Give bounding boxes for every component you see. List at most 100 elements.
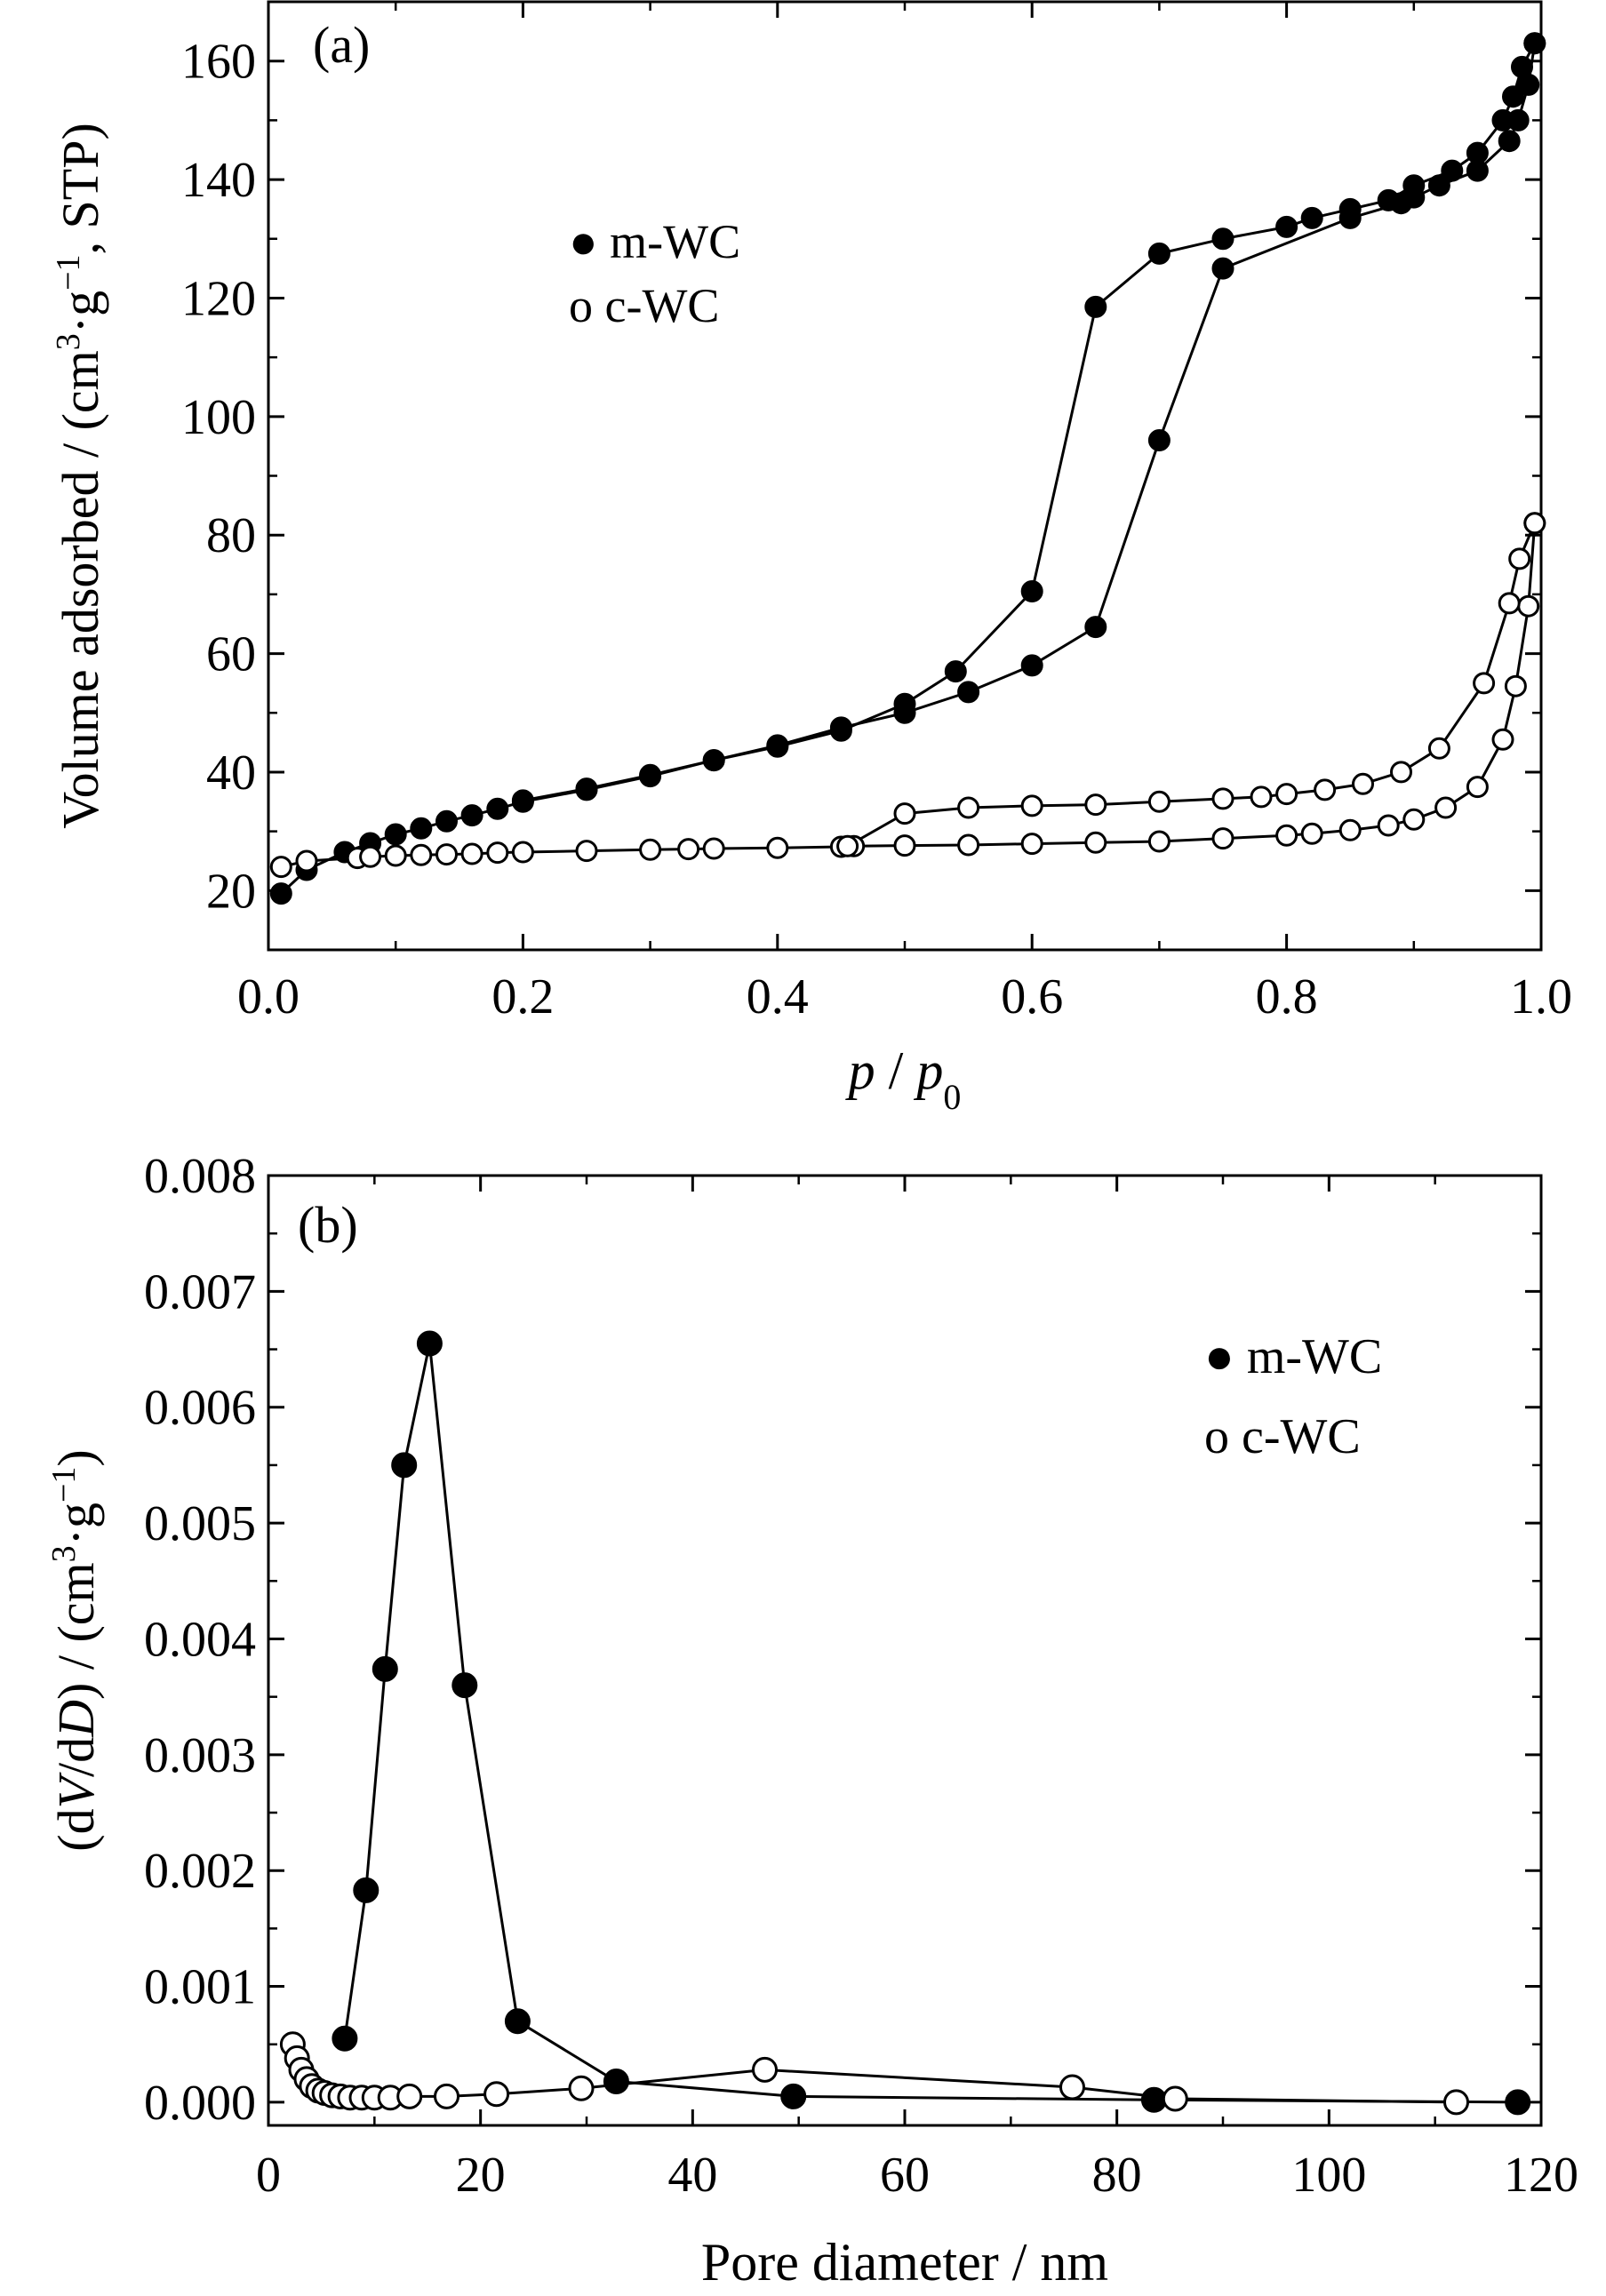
m-wc-point [893, 701, 916, 724]
label-part: p [913, 1041, 943, 1100]
x-tick-label: 120 [1504, 2148, 1578, 2203]
m-wc-point [269, 882, 292, 905]
c-wc-point [1300, 822, 1323, 845]
m-wc-point [780, 2083, 807, 2109]
c-wc-point [1275, 824, 1298, 847]
label-part: /d [47, 1737, 105, 1777]
c-wc-point [766, 836, 789, 859]
label-part: −1 [45, 1467, 83, 1503]
label-part: 3 [45, 1545, 83, 1562]
c-wc-point [1427, 737, 1450, 760]
y-tick-label: 40 [206, 745, 256, 801]
x-tick-label: 0 [256, 2148, 281, 2203]
m-wc-point [416, 1330, 443, 1357]
x-tick-label: 0.2 [491, 969, 554, 1024]
c-wc-point [893, 802, 916, 825]
panel-a-adsorption-isotherm: 0.0 0.2 0.4 0.6 0.8 1.0 20 40 60 80 100 120 140 160 (a… [50, 0, 1572, 1117]
c-wc-point [1402, 808, 1426, 831]
label-part: c-WC [605, 279, 720, 332]
m-wc-point [1020, 580, 1043, 602]
m-wc-point [1502, 85, 1524, 108]
m-wc-point [460, 804, 483, 827]
panel-b-pore-size-distribution: 0 20 40 60 80 100 120 0.000 0.001 0.002 0.003 0.004… [45, 1149, 1578, 2292]
c-wc-point [435, 843, 458, 866]
label-part: m-WC [1247, 1329, 1382, 1384]
c-wc-point [1491, 728, 1514, 751]
c-wc-point [1059, 2074, 1085, 2101]
m-wc-point [766, 734, 789, 757]
label-part: 0 [943, 1077, 961, 1117]
label-part [1229, 1409, 1242, 1464]
x-tick-label: 100 [1291, 2148, 1366, 2203]
m-wc-point [944, 660, 967, 683]
m-wc-point [391, 1452, 418, 1479]
x-tick-label: 20 [456, 2148, 506, 2203]
c-wc-point [1517, 594, 1540, 618]
y-axis-label: Volume adsorbed / (cm3·g−1, STP) [50, 123, 109, 829]
c-wc-point [434, 2083, 459, 2109]
m-wc-point [1523, 32, 1546, 55]
c-wc-point [1390, 761, 1412, 784]
label-part [598, 215, 611, 268]
m-wc-point [1275, 215, 1298, 238]
c-wc-point [1504, 674, 1527, 698]
m-wc-point [1211, 257, 1234, 280]
y-axis-label: (dV/dD) / (cm3·g−1) [45, 1449, 105, 1851]
c-wc-point [1147, 790, 1171, 813]
y-tick-label: 0.002 [144, 1844, 256, 1899]
x-tick-label: 1.0 [1510, 969, 1572, 1024]
m-wc-point [702, 749, 725, 772]
c-wc-point [1084, 793, 1107, 817]
m-wc-point [1020, 654, 1043, 677]
x-tick-label: 60 [880, 2148, 930, 2203]
y-tick-label: 140 [181, 153, 256, 208]
x-axis-label: Pore diameter / nm [701, 2233, 1108, 2292]
label-part: ·g [47, 1503, 105, 1545]
label-part: , STP) [52, 123, 109, 254]
x-tick-label: 0.8 [1256, 969, 1318, 1024]
c-wc-point [1443, 2089, 1469, 2116]
m-wc-point [1427, 174, 1450, 197]
label-part: ● [1204, 1329, 1234, 1384]
m-wc-point [1338, 206, 1362, 229]
c-wc-point [1020, 833, 1043, 856]
c-wc-point [1250, 785, 1273, 809]
c-wc-point [1377, 814, 1400, 837]
m-wc-point [1147, 242, 1171, 265]
label-part [593, 279, 605, 332]
label-part: D [47, 1700, 105, 1738]
m-wc-point [384, 823, 407, 846]
label-part: Volume adsorbed / (cm [52, 350, 109, 829]
label-part: o [1204, 1409, 1229, 1464]
c-wc-point [957, 833, 980, 857]
x-axis-label: p / p0 [845, 1041, 962, 1117]
y-tick-label: 0.003 [144, 1728, 256, 1783]
c-wc-point [1434, 796, 1458, 819]
c-wc-point [359, 845, 382, 868]
c-wc-point [1508, 547, 1531, 570]
c-wc-point [1352, 772, 1374, 795]
m-wc-point [1505, 2089, 1531, 2116]
y-tick-label: 0.006 [144, 1381, 256, 1436]
label-part: (d [47, 1808, 105, 1851]
m-wc-point [1084, 295, 1107, 318]
c-wc-point [410, 843, 433, 866]
legend-entry: ● m-WC [1204, 1329, 1382, 1384]
c-wc-point [1147, 830, 1171, 853]
m-wc-point [1506, 108, 1530, 132]
label-part: o [569, 279, 593, 332]
m-wc-point [1466, 159, 1489, 182]
c-wc-point [486, 841, 509, 865]
label-part: V [47, 1771, 105, 1808]
x-tick-label: 80 [1092, 2148, 1142, 2203]
y-tick-label: 160 [181, 35, 256, 90]
m-wc-point [451, 1672, 478, 1699]
m-wc-point [1300, 206, 1323, 229]
y-tick-label: 0.008 [144, 1149, 256, 1204]
m-wc-point [829, 716, 852, 739]
c-wc-point [639, 838, 662, 861]
c-wc-point [677, 838, 700, 861]
c-wc-point [1338, 818, 1362, 841]
y-tick-label: 100 [181, 390, 256, 445]
